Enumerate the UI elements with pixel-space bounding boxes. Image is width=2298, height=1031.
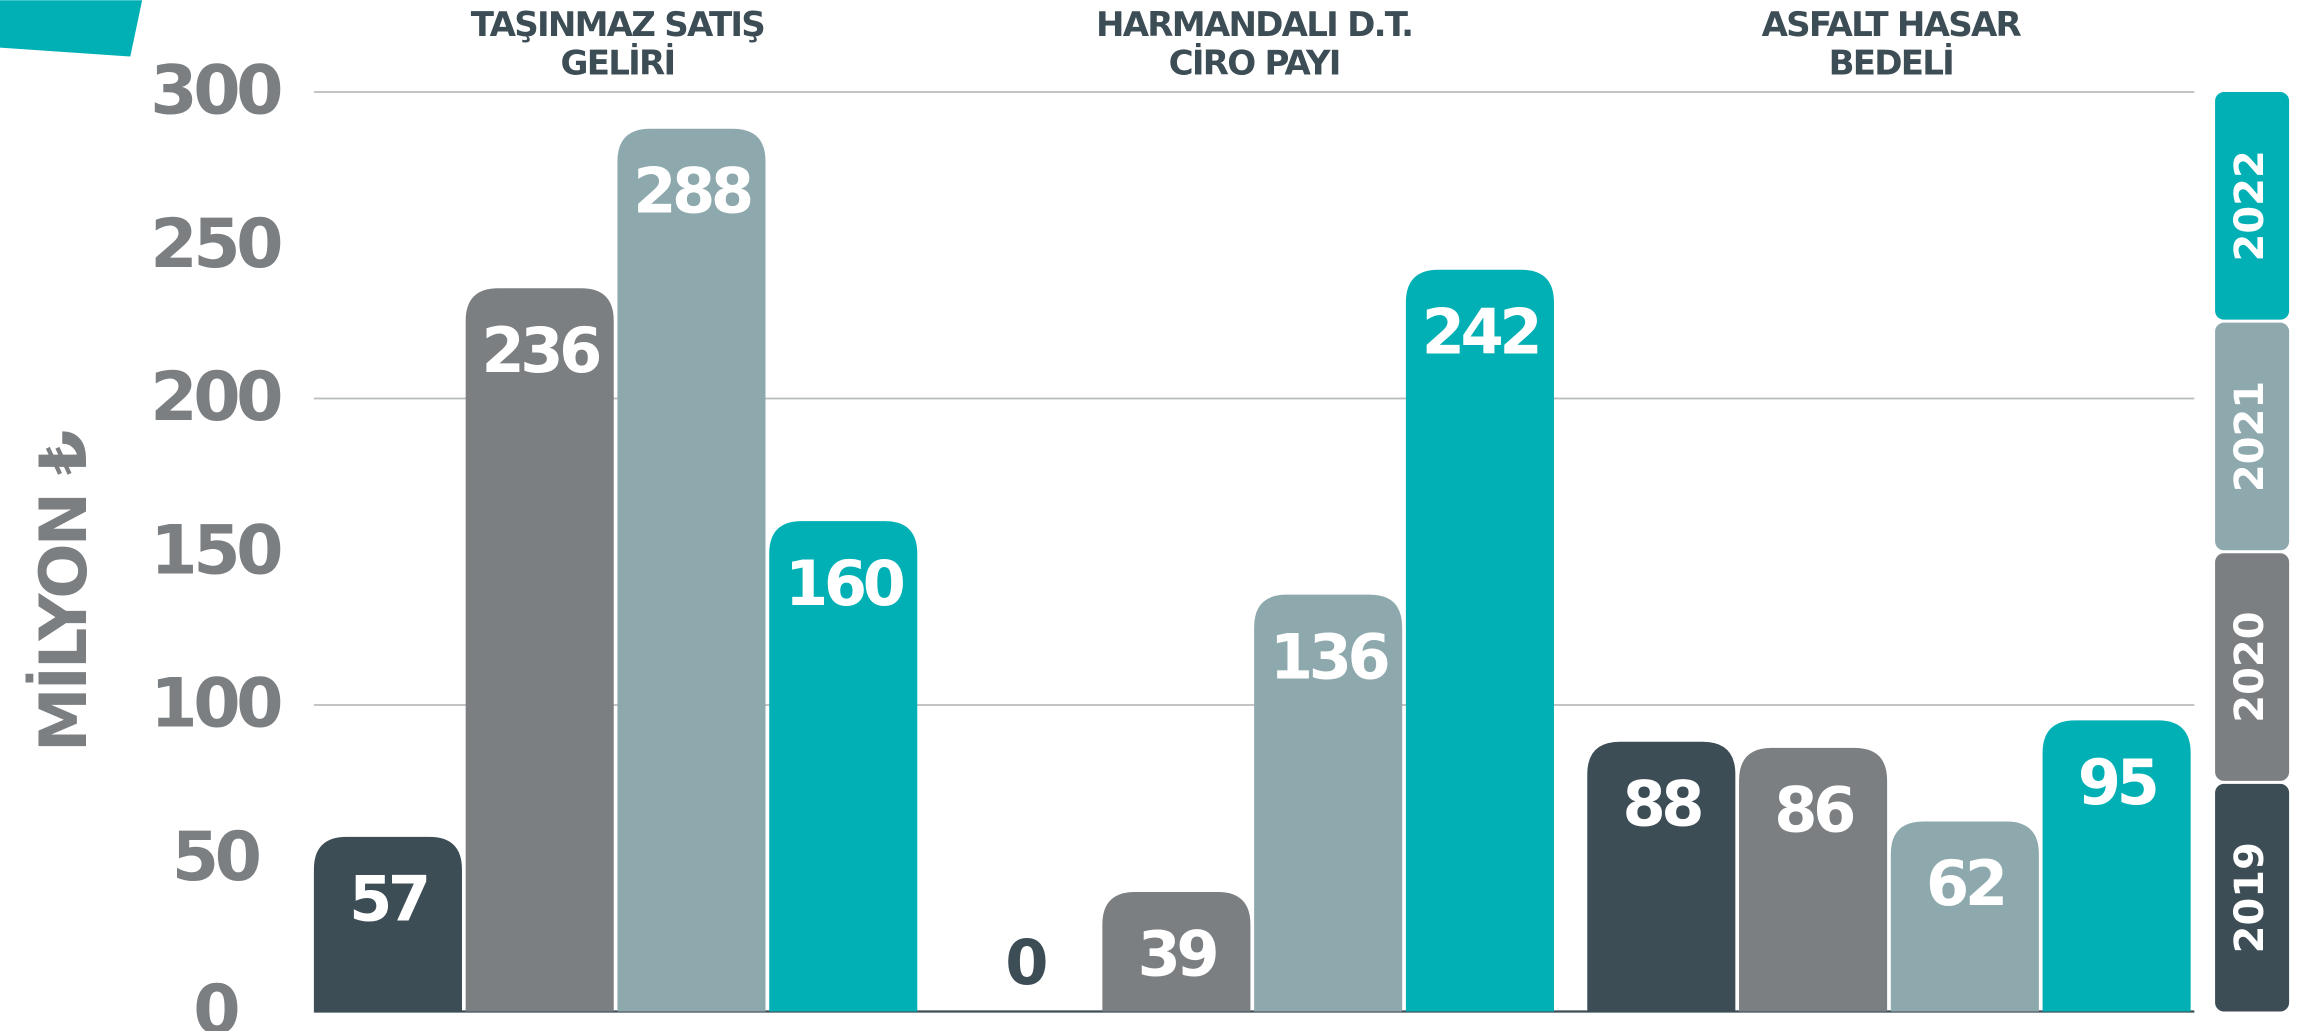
y-tick-label: 250	[150, 205, 281, 284]
corner-decoration	[0, 0, 143, 57]
value-label: 86	[1774, 774, 1853, 847]
value-label: 160	[785, 547, 904, 620]
value-label: 57	[349, 863, 427, 936]
value-label: 236	[481, 314, 599, 387]
legend-label: 2021	[2227, 381, 2273, 492]
y-tick-label: 50	[172, 818, 260, 897]
value-label: 288	[633, 155, 751, 228]
bar	[1739, 747, 1888, 1012]
legend-swatch	[2215, 553, 2290, 781]
y-axis-label: MİLYON ₺	[25, 431, 102, 752]
bar	[1254, 594, 1403, 1012]
y-tick-label: 150	[150, 511, 281, 590]
group-title: TAŞINMAZ SATIŞ GELİRİ	[470, 6, 766, 84]
legend-label: 2020	[2227, 611, 2273, 722]
value-label: 0	[1005, 926, 1046, 999]
y-tick-label: 300	[150, 52, 281, 131]
legend-label: 2019	[2227, 842, 2273, 953]
legend-swatch	[2215, 92, 2290, 320]
bar	[617, 128, 766, 1012]
bar	[313, 836, 462, 1012]
group-title-text: ASFALT HASAR BEDELİ	[1761, 6, 2022, 84]
group-title: HARMANDALI D.T. CİRO PAYI	[1095, 6, 1414, 84]
legend-swatch	[2215, 322, 2290, 551]
group-title-text: HARMANDALI D.T. CİRO PAYI	[1095, 6, 1414, 84]
value-label: 95	[2078, 746, 2156, 819]
value-label: 242	[1422, 296, 1538, 369]
bar	[1405, 269, 1554, 1012]
legend-swatch	[2215, 783, 2290, 1012]
bar	[2042, 720, 2191, 1012]
y-tick-label: 0	[193, 971, 238, 1031]
group-title: ASFALT HASAR BEDELİ	[1761, 6, 2022, 84]
y-tick-label: 100	[150, 665, 281, 744]
value-label: 62	[1926, 847, 2004, 920]
bar	[1890, 821, 2039, 1012]
group-title-text: TAŞINMAZ SATIŞ GELİRİ	[470, 6, 766, 84]
bar	[769, 521, 918, 1012]
value-label: 88	[1622, 768, 1701, 841]
y-tick-label: 200	[150, 358, 281, 437]
value-label: 39	[1138, 918, 1217, 991]
value-label: 136	[1270, 620, 1388, 693]
bar	[1102, 891, 1251, 1012]
bar	[465, 288, 614, 1012]
bar	[1587, 741, 1736, 1012]
legend-label: 2022	[2227, 150, 2273, 261]
